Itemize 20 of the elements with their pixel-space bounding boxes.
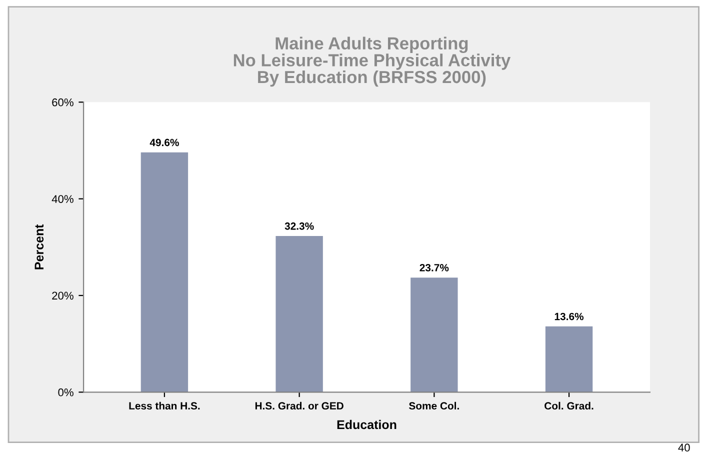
data-label: 32.3% [284, 222, 314, 230]
x-tick-label: Some Col. [409, 402, 459, 410]
y-tick-label: 40% [52, 195, 74, 203]
bar [410, 278, 458, 392]
data-label: 13.6% [554, 312, 584, 320]
x-tick-label: Col. Grad. [544, 402, 594, 410]
data-label: 23.7% [420, 264, 449, 272]
y-axis-title: Percent [34, 224, 44, 270]
text: 40 [678, 444, 690, 452]
bar [140, 152, 188, 392]
y-tick-label: 0% [58, 388, 74, 396]
x-tick-label: Less than H.S. [129, 402, 200, 410]
x-axis-title: Education [337, 420, 396, 430]
chart-title: Maine Adults Reporting No Leisure-Time Physical Activity By Education (BRFSS 2000) [234, 36, 511, 87]
x-tick-label: H.S. Grad. or GED [255, 402, 344, 410]
y-tick-label: 20% [52, 292, 74, 300]
bar [276, 236, 323, 392]
bar [545, 326, 593, 392]
data-label: 49.6% [150, 138, 179, 146]
y-tick-label: 60% [52, 98, 74, 106]
